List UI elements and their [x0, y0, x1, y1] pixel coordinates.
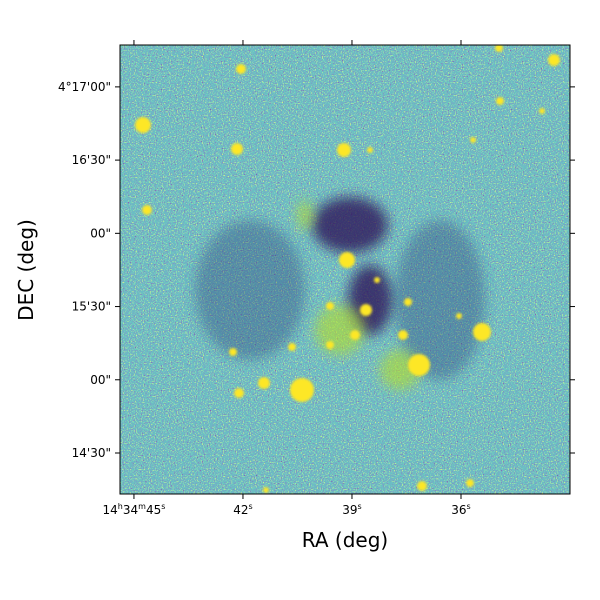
dark-patches [195, 197, 485, 380]
y-tick-label: 4°17'00" [58, 80, 111, 94]
x-tick-label: 14h34m45s [103, 502, 166, 517]
x-axis-label: RA (deg) [302, 528, 388, 552]
x-tick-label: 36s [451, 502, 470, 517]
y-tick-label: 15'30" [72, 300, 111, 314]
x-tick-label: 42s [233, 502, 252, 517]
y-tick-label: 00" [90, 226, 111, 240]
plot-frame [119, 44, 571, 495]
y-tick-label: 00" [90, 373, 111, 387]
stars [135, 45, 560, 493]
y-tick-label: 16'30" [72, 153, 111, 167]
sky-noise [120, 45, 570, 494]
image [120, 45, 570, 494]
y-axis-label: DEC (deg) [14, 219, 38, 321]
x-tick-label: 39s [342, 502, 361, 517]
y-tick-label: 14'30" [72, 446, 111, 460]
